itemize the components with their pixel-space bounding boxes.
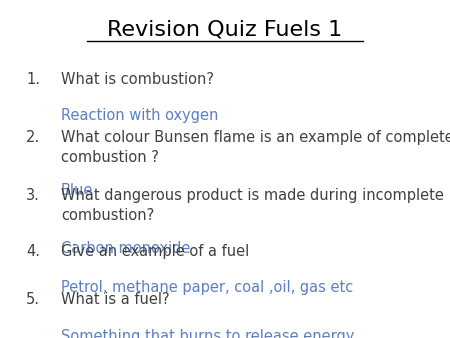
Text: 3.: 3. — [26, 189, 40, 203]
Text: 1.: 1. — [26, 72, 40, 87]
Text: What dangerous product is made during incomplete
combustion?: What dangerous product is made during in… — [61, 189, 444, 223]
Text: What is combustion?: What is combustion? — [61, 72, 214, 87]
Text: Petrol, methane paper, coal ,oil, gas etc: Petrol, methane paper, coal ,oil, gas et… — [61, 280, 353, 295]
Text: 5.: 5. — [26, 292, 40, 307]
Text: Blue: Blue — [61, 183, 93, 198]
Text: 4.: 4. — [26, 244, 40, 259]
Text: Give an example of a fuel: Give an example of a fuel — [61, 244, 249, 259]
Text: Revision Quiz Fuels 1: Revision Quiz Fuels 1 — [108, 20, 342, 40]
Text: Carbon monoxide: Carbon monoxide — [61, 241, 190, 256]
Text: What colour Bunsen flame is an example of complete
combustion ?: What colour Bunsen flame is an example o… — [61, 130, 450, 165]
Text: 2.: 2. — [26, 130, 40, 145]
Text: Reaction with oxygen: Reaction with oxygen — [61, 108, 218, 123]
Text: What is a fuel?: What is a fuel? — [61, 292, 170, 307]
Text: Something that burns to release energy: Something that burns to release energy — [61, 329, 354, 338]
